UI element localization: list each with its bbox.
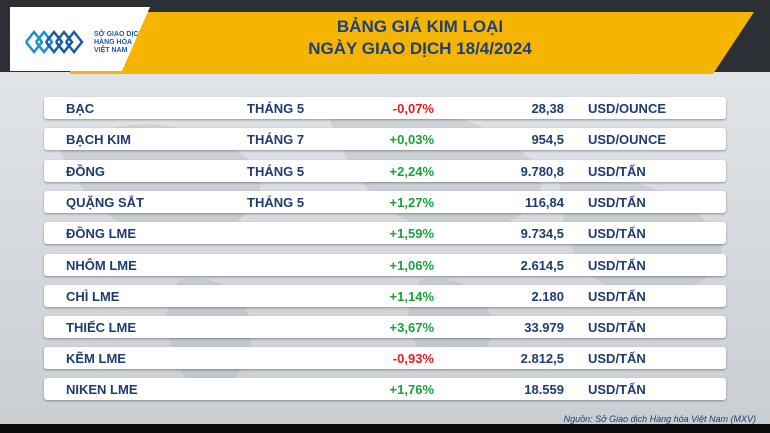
price-value: 28,38 [531, 101, 564, 116]
contract-month: THÁNG 5 [247, 101, 305, 116]
price-value: 18.559 [524, 382, 564, 397]
contract-month: THÁNG 5 [247, 195, 305, 210]
price-value: 33.979 [524, 320, 564, 335]
logo-line-1: SỞ GIAO DỊCH [94, 31, 144, 38]
footer-bar [0, 424, 770, 433]
metal-name: ĐỒNG LME [66, 226, 137, 241]
logo-line-3: VIỆT NAM [94, 47, 128, 54]
metal-name: CHÌ LME [66, 289, 120, 304]
price-change: +1,76% [389, 382, 434, 397]
price-value: 954,5 [531, 132, 564, 147]
price-change: -0,93% [392, 351, 434, 366]
price-value: 116,84 [524, 195, 564, 210]
metal-name: NHÔM LME [66, 258, 137, 273]
contract-month: THÁNG 5 [247, 164, 305, 179]
price-change: +1,59% [389, 226, 434, 241]
source-note: Nguồn: Sở Giao dịch Hàng hóa Việt Nam (M… [563, 414, 756, 424]
table-row: QUẶNG SẮT THÁNG 5 +1,27% 116,84 USD/TẤN [44, 191, 726, 213]
price-value: 2.614,5 [520, 258, 564, 273]
page-title: BẢNG GIÁ KIM LOẠI NGÀY GIAO DỊCH 18/4/20… [240, 16, 600, 60]
price-change: +3,67% [389, 320, 434, 335]
price-change: +2,24% [389, 164, 434, 179]
price-unit: USD/TẤN [588, 382, 646, 397]
price-unit: USD/TẤN [588, 195, 646, 210]
table-row: NHÔM LME +1,06% 2.614,5 USD/TẤN [44, 254, 726, 276]
price-change: -0,07% [392, 101, 434, 116]
price-change: +1,06% [389, 258, 434, 273]
table-row: BẠCH KIM THÁNG 7 +0,03% 954,5 USD/OUNCE [44, 128, 726, 150]
price-unit: USD/TẤN [588, 164, 646, 179]
price-value: 2.180 [531, 289, 564, 304]
table-row: NIKEN LME +1,76% 18.559 USD/TẤN [44, 378, 726, 400]
title-banner [70, 12, 754, 74]
metal-name: THIẾC LME [66, 320, 137, 335]
title-line-2: NGÀY GIAO DỊCH 18/4/2024 [308, 39, 532, 58]
price-value: 9.780,8 [520, 164, 564, 179]
metal-name: NIKEN LME [66, 382, 138, 397]
logo-text: SỞ GIAO DỊCH HÀNG HÓA VIỆT NAM [94, 31, 150, 55]
metal-name: BẠC [66, 101, 95, 116]
price-change: +0,03% [389, 132, 434, 147]
title-line-1: BẢNG GIÁ KIM LOẠI [336, 17, 504, 36]
metal-name: KẼM LME [66, 351, 126, 366]
table-row: ĐỒNG LME +1,59% 9.734,5 USD/TẤN [44, 222, 726, 244]
price-change: +1,14% [389, 289, 434, 304]
price-unit: USD/TẤN [588, 351, 646, 366]
metal-name: QUẶNG SẮT [66, 195, 144, 210]
price-unit: USD/TẤN [588, 226, 646, 241]
price-unit: USD/TẤN [588, 289, 646, 304]
price-change: +1,27% [389, 195, 434, 210]
table-row: CHÌ LME +1,14% 2.180 USD/TẤN [44, 285, 726, 307]
price-unit: USD/TẤN [588, 320, 646, 335]
price-unit: USD/OUNCE [588, 101, 667, 116]
mxv-logo-icon [25, 29, 84, 55]
price-unit: USD/TẤN [588, 258, 646, 273]
logo-line-2: HÀNG HÓA [94, 39, 133, 46]
metal-name: BẠCH KIM [66, 132, 131, 147]
logo: SỞ GIAO DỊCH HÀNG HÓA VIỆT NAM [10, 7, 150, 71]
table-row: THIẾC LME +3,67% 33.979 USD/TẤN [44, 316, 726, 338]
table-row: KẼM LME -0,93% 2.812,5 USD/TẤN [44, 347, 726, 369]
contract-month: THÁNG 7 [247, 132, 305, 147]
price-value: 9.734,5 [520, 226, 564, 241]
price-unit: USD/OUNCE [588, 132, 667, 147]
metal-name: ĐỒNG [66, 164, 105, 179]
price-value: 2.812,5 [520, 351, 564, 366]
table-row: ĐỒNG THÁNG 5 +2,24% 9.780,8 USD/TẤN [44, 160, 726, 182]
table-row: BẠC THÁNG 5 -0,07% 28,38 USD/OUNCE [44, 97, 726, 119]
